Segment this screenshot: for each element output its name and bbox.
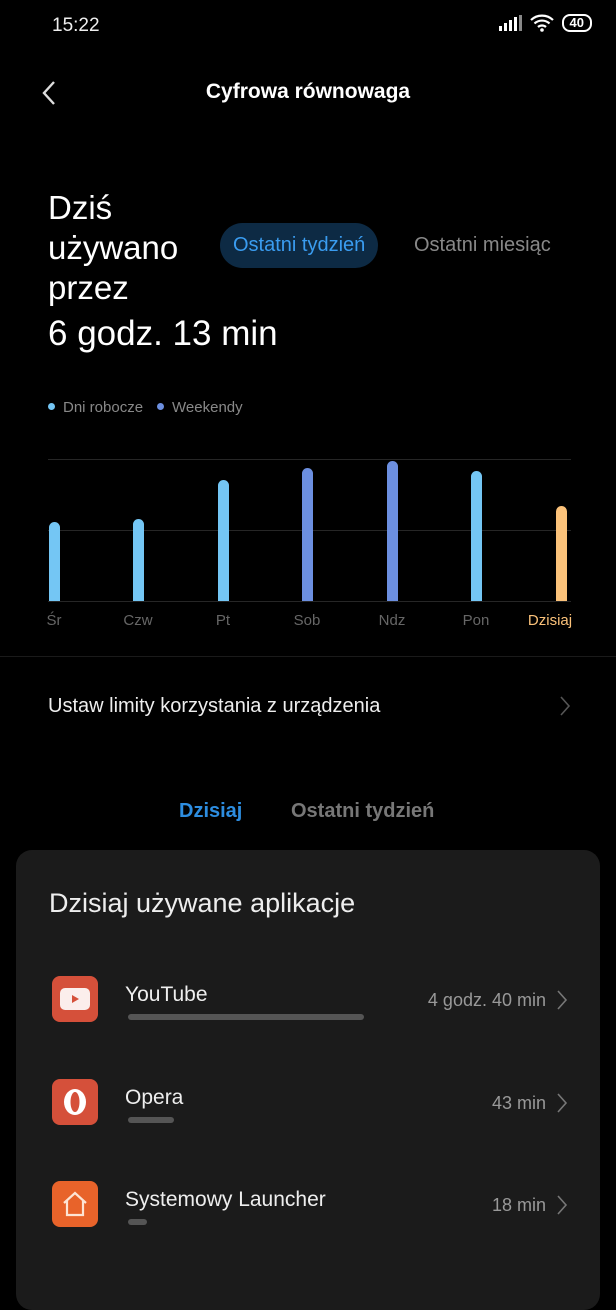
tab-last-month[interactable]: Ostatni miesiąc [414,234,551,256]
chevron-right-icon [557,1093,568,1113]
app-name: Opera [125,1086,184,1109]
status-time: 15:22 [52,15,100,36]
chart-bar-2 [217,480,229,601]
usage-total: 6 godz. 13 min [48,314,278,353]
chart-legend: Dni robocze Weekendy [48,399,243,416]
usage-label: Dziś używano przez [48,189,179,306]
chart-bar-4 [386,460,398,601]
app-name: YouTube [125,983,208,1006]
app-time: 43 min [491,1093,546,1113]
back-button[interactable] [36,78,66,108]
gridline [48,459,571,460]
chart-bar-1 [132,518,144,601]
x-tick-label: Pt [215,612,231,629]
x-tick-label: Ndz [378,612,406,629]
divider [0,656,616,657]
opera-icon [52,1079,98,1125]
signal-icon [498,15,522,31]
battery-indicator: 40 [561,14,592,32]
x-tick-label: Śr [46,612,62,629]
x-tick-label: Sob [293,612,321,629]
set-limits-link[interactable]: Ustaw limity korzystania z urządzenia [48,695,381,717]
status-icons: 40 [498,14,592,32]
usage-bar [128,1014,364,1020]
tab-today[interactable]: Dzisiaj [179,800,243,822]
home-icon [52,1181,98,1227]
chart-baseline [48,601,571,602]
tab-week[interactable]: Ostatni tydzień [291,800,435,822]
tab-last-week[interactable]: Ostatni tydzień [220,223,379,268]
wifi-icon [529,14,554,32]
x-tick-label: Dzisiaj [527,612,573,629]
chevron-right-icon [557,990,568,1010]
legend-weekends: Weekendy [157,399,243,416]
apps-card-title: Dzisiaj używane aplikacje [49,888,356,918]
chart-bar-0 [48,521,60,601]
x-tick-label: Czw [123,612,153,629]
chart-bar-5 [470,471,482,601]
app-time: 4 godz. 40 min [427,990,546,1010]
chart-bar-6 [555,506,567,601]
chevron-right-icon [557,1195,568,1215]
usage-bar [128,1117,174,1123]
x-tick-label: Pon [462,612,490,629]
chart-bar-3 [301,468,313,601]
apps-card [16,850,600,1310]
usage-bar [128,1219,147,1225]
chevron-right-icon [560,696,571,716]
app-name: Systemowy Launcher [125,1188,326,1211]
app-time: 18 min [491,1195,546,1215]
youtube-icon [52,976,98,1022]
page-title: Cyfrowa równowaga [205,80,411,103]
legend-workdays: Dni robocze [48,399,143,416]
